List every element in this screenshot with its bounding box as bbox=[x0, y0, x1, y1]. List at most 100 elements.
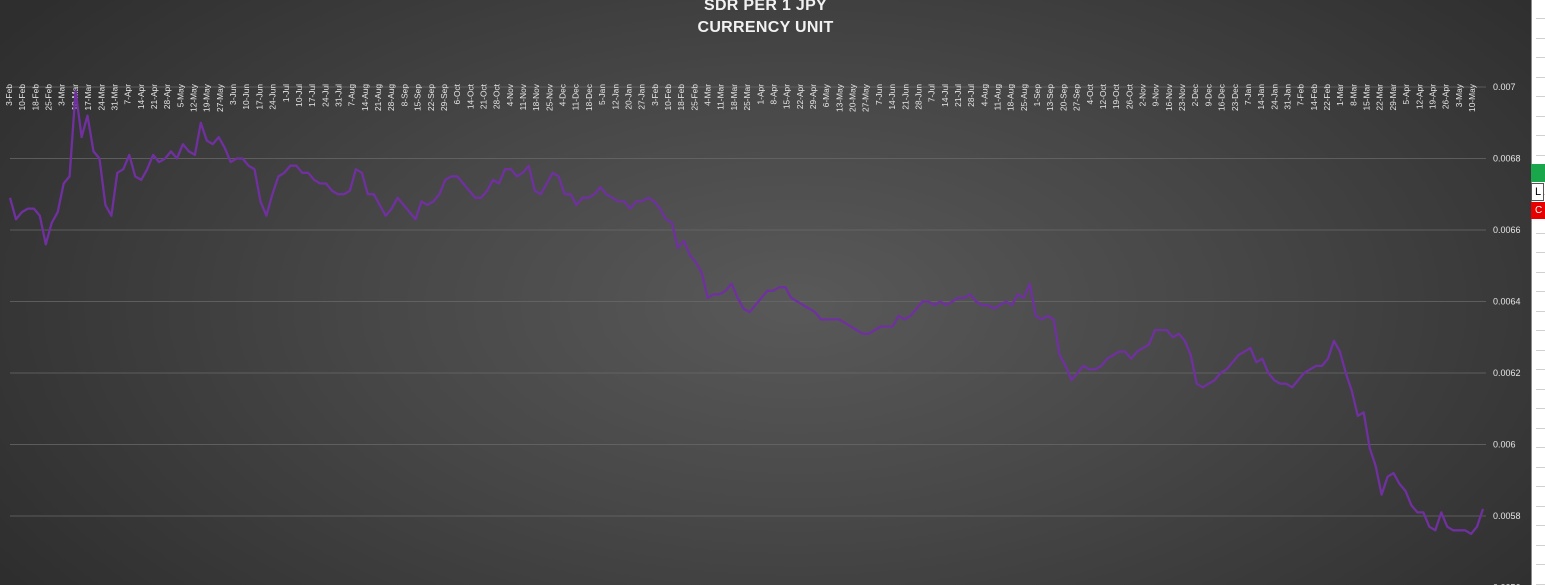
x-tick-label: 24-Jul bbox=[320, 84, 330, 107]
x-tick-label: 20-May bbox=[848, 83, 858, 112]
x-tick-label: 28-Jun bbox=[913, 84, 923, 110]
x-tick-label: 10-Feb bbox=[663, 84, 673, 111]
x-tick-label: 26-Apr bbox=[1441, 84, 1451, 109]
x-tick-label: 11-Aug bbox=[993, 84, 1003, 111]
strip-tick bbox=[1536, 291, 1545, 292]
y-tick-label: 0.0058 bbox=[1493, 511, 1521, 521]
y-tick-label: 0.0068 bbox=[1493, 154, 1521, 164]
x-tick-label: 3-Feb bbox=[4, 84, 14, 106]
x-tick-label: 9-Dec bbox=[1203, 84, 1213, 106]
x-tick-label: 7-Jan bbox=[1243, 84, 1253, 105]
x-tick-label: 22-Mar bbox=[1375, 84, 1385, 111]
x-tick-label: 24-Jun bbox=[268, 84, 278, 110]
x-tick-label: 14-Jan bbox=[1256, 84, 1266, 110]
x-tick-label: 11-Mar bbox=[716, 84, 726, 110]
chart-title: SDR PER 1 JPY bbox=[703, 0, 828, 14]
x-tick-label: 17-Jun bbox=[254, 84, 264, 110]
strip-tick bbox=[1536, 427, 1545, 429]
x-tick-label: 3-Feb bbox=[650, 84, 660, 106]
x-tick-label: 21-Aug bbox=[373, 84, 383, 111]
x-tick-label: 13-Sep bbox=[1045, 84, 1055, 111]
strip-tick bbox=[1536, 135, 1545, 136]
x-tick-label: 31-Jul bbox=[334, 84, 344, 107]
strip-tick bbox=[1536, 447, 1545, 448]
x-tick-label: 25-Aug bbox=[1019, 84, 1029, 111]
x-tick-label: 11-Dec bbox=[571, 84, 581, 110]
strip-tick bbox=[1536, 18, 1545, 19]
x-tick-label: 22-Sep bbox=[426, 84, 436, 111]
x-tick-label: 31-Mar bbox=[109, 84, 119, 111]
chart-subtitle: CURRENCY UNIT bbox=[697, 19, 834, 36]
x-tick-label: 1-Mar bbox=[1335, 84, 1345, 106]
x-tick-label: 15-Mar bbox=[1362, 84, 1372, 111]
strip-tick bbox=[1536, 330, 1545, 331]
strip-tick bbox=[1536, 564, 1545, 565]
x-tick-label: 3-Mar bbox=[57, 84, 67, 106]
x-tick-label: 3-Jun bbox=[228, 84, 238, 105]
strip-tick bbox=[1536, 544, 1545, 546]
x-tick-label: 4-Nov bbox=[505, 83, 515, 106]
x-tick-label: 18-Nov bbox=[531, 83, 541, 111]
x-tick-label: 10-Feb bbox=[17, 84, 27, 111]
y-tick-label: 0.0056 bbox=[1493, 583, 1521, 585]
x-tick-label: 11-Nov bbox=[518, 83, 528, 110]
green-indicator bbox=[1531, 164, 1545, 182]
strip-tick bbox=[1536, 76, 1545, 78]
x-tick-label: 16-Dec bbox=[1217, 84, 1227, 111]
x-tick-label: 5-Apr bbox=[1401, 84, 1411, 105]
x-tick-label: 12-Apr bbox=[1414, 84, 1424, 109]
strip-tick bbox=[1536, 271, 1545, 273]
x-tick-label: 20-Jan bbox=[624, 84, 634, 110]
x-tick-label: 18-Mar bbox=[729, 84, 739, 111]
x-tick-label: 31-Jan bbox=[1283, 84, 1293, 110]
scrollbar-strip[interactable] bbox=[1531, 0, 1545, 585]
x-tick-label: 25-Feb bbox=[689, 84, 699, 111]
x-tick-label: 28-Apr bbox=[162, 84, 172, 109]
x-tick-label: 18-Aug bbox=[1006, 84, 1016, 111]
x-tick-label: 10-Jul bbox=[294, 84, 304, 107]
x-tick-label: 17-Jul bbox=[307, 84, 317, 107]
x-tick-label: 15-Sep bbox=[413, 84, 423, 111]
x-tick-label: 8-Mar bbox=[1348, 84, 1358, 106]
x-tick-label: 13-May bbox=[834, 83, 844, 112]
x-tick-label: 5-Jan bbox=[597, 84, 607, 105]
x-tick-label: 6-May bbox=[821, 83, 831, 107]
x-tick-label: 7-Jun bbox=[874, 84, 884, 105]
strip-tick bbox=[1536, 408, 1545, 409]
x-tick-label: 6-Oct bbox=[452, 83, 462, 104]
x-tick-label: 14-Jul bbox=[940, 84, 950, 107]
y-tick-label: 0.0064 bbox=[1493, 297, 1521, 307]
strip-tick bbox=[1536, 525, 1545, 526]
x-tick-label: 28-Oct bbox=[492, 83, 502, 109]
x-tick-label: 25-Mar bbox=[742, 84, 752, 111]
x-tick-label: 18-Feb bbox=[676, 84, 686, 111]
x-tick-label: 18-Dec bbox=[584, 84, 594, 111]
x-tick-label: 21-Jul bbox=[953, 84, 963, 107]
x-tick-label: 25-Nov bbox=[544, 83, 554, 111]
x-tick-label: 27-May bbox=[215, 83, 225, 112]
y-tick-label: 0.0066 bbox=[1493, 225, 1521, 235]
x-tick-label: 20-Sep bbox=[1058, 84, 1068, 111]
x-tick-label: 12-Jan bbox=[610, 84, 620, 110]
x-tick-label: 14-Oct bbox=[465, 83, 475, 109]
x-tick-label: 23-Nov bbox=[1177, 83, 1187, 111]
y-tick-label: 0.007 bbox=[1493, 82, 1516, 92]
x-tick-label: 29-Sep bbox=[439, 84, 449, 111]
x-tick-label: 8-Sep bbox=[399, 84, 409, 107]
x-tick-label: 22-Apr bbox=[795, 84, 805, 109]
x-tick-label: 14-Jun bbox=[887, 84, 897, 110]
x-tick-label: 3-May bbox=[1454, 83, 1464, 107]
x-tick-label: 19-Apr bbox=[1428, 84, 1438, 109]
strip-tick bbox=[1536, 57, 1545, 58]
strip-tick bbox=[1536, 232, 1545, 234]
x-tick-label: 2-Nov bbox=[1138, 83, 1148, 106]
series-line bbox=[8, 89, 1485, 536]
x-tick-label: 28-Jul bbox=[966, 84, 976, 107]
x-tick-label: 7-Feb bbox=[1296, 84, 1306, 106]
x-tick-label: 21-Oct bbox=[479, 83, 489, 109]
x-tick-label: 21-Jun bbox=[900, 84, 910, 110]
x-tick-label: 23-Dec bbox=[1230, 84, 1240, 111]
x-tick-label: 16-Nov bbox=[1164, 83, 1174, 111]
strip-tick bbox=[1536, 388, 1545, 390]
x-tick-label: 28-Aug bbox=[386, 84, 396, 111]
